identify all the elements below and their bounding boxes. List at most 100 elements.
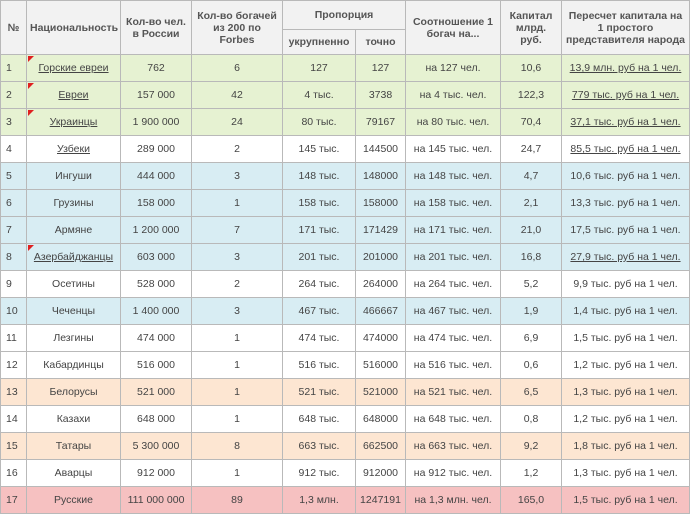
cell-ratio: на 264 тыс. чел. [405, 270, 501, 298]
cell-nationality-text[interactable]: Азербайджанцы [33, 251, 114, 263]
cell-capital: 1,9 [500, 297, 562, 325]
cell-per-capita-text[interactable]: 85,5 тыс. руб на 1 чел. [570, 143, 681, 155]
cell-nationality[interactable]: Украинцы [26, 108, 121, 136]
table-row: 3 Украинцы 1 900 000 24 80 тыс. 79167 на 80 ты… [0, 108, 690, 136]
cell-per-capita: 13,3 тыс. руб на 1 чел. [561, 189, 690, 217]
cell-ratio-text: на 145 тыс. чел. [413, 143, 493, 155]
cell-nationality[interactable]: Евреи [26, 81, 121, 109]
cell-ratio-text: на 171 тыс. чел. [413, 224, 493, 236]
cell-ratio-text: на 4 тыс. чел. [419, 89, 487, 101]
cell-prop-exact: 912000 [355, 459, 406, 487]
cell-per-capita-text[interactable]: 27,9 тыс. руб на 1 чел. [570, 251, 681, 263]
cell-num-text: 10 [6, 305, 18, 317]
cell-ratio: на 4 тыс. чел. [405, 81, 501, 109]
cell-rich-count: 1 [191, 189, 283, 217]
cell-per-capita-text[interactable]: 13,9 млн. руб на 1 чел. [569, 62, 682, 74]
cell-rich-count: 1 [191, 324, 283, 352]
cell-prop-exact-text: 912000 [362, 467, 399, 479]
cell-nationality[interactable]: Узбеки [26, 135, 121, 163]
header-per-capita: Пересчет капитала на 1 простого представ… [561, 0, 690, 55]
cell-per-capita-text: 13,3 тыс. руб на 1 чел. [570, 197, 681, 209]
cell-rich-count-text: 2 [234, 143, 240, 155]
cell-rich-count-text: 3 [234, 251, 240, 263]
cell-prop-rounded-text: 264 тыс. [298, 278, 340, 290]
cell-rich-count: 2 [191, 135, 283, 163]
cell-prop-rounded-text: 158 тыс. [298, 197, 340, 209]
table-row: 17 Русские 111 000 000 89 1,3 млн. 1247191 на … [0, 486, 690, 514]
cell-num-text: 7 [6, 224, 12, 236]
cell-num: 1 [0, 54, 27, 82]
cell-nationality-text[interactable]: Украинцы [49, 116, 98, 128]
cell-prop-exact-text: 264000 [362, 278, 399, 290]
comment-marker-icon [28, 83, 34, 89]
cell-ratio: на 158 тыс. чел. [405, 189, 501, 217]
cell-per-capita[interactable]: 779 тыс. руб на 1 чел. [561, 81, 690, 109]
cell-prop-rounded: 145 тыс. [282, 135, 356, 163]
cell-per-capita[interactable]: 27,9 тыс. руб на 1 чел. [561, 243, 690, 271]
cell-rich-count-text: 24 [231, 116, 243, 128]
cell-prop-rounded: 648 тыс. [282, 405, 356, 433]
cell-rich-count: 24 [191, 108, 283, 136]
cell-population: 648 000 [120, 405, 192, 433]
cell-nationality[interactable]: Азербайджанцы [26, 243, 121, 271]
cell-num-text: 17 [6, 494, 18, 506]
cell-ratio-text: на 648 тыс. чел. [413, 413, 493, 425]
cell-capital-text: 0,6 [523, 359, 539, 371]
cell-rich-count: 3 [191, 162, 283, 190]
cell-per-capita-text[interactable]: 37,1 тыс. руб на 1 чел. [570, 116, 681, 128]
cell-capital-text: 10,6 [520, 62, 542, 74]
cell-num: 3 [0, 108, 27, 136]
cell-nationality: Осетины [26, 270, 121, 298]
cell-prop-exact: 516000 [355, 351, 406, 379]
cell-prop-exact: 466667 [355, 297, 406, 325]
cell-prop-rounded: 912 тыс. [282, 459, 356, 487]
table-row: 2 Евреи 157 000 42 4 тыс. 3738 на 4 тыс. чел. 1… [0, 81, 690, 109]
cell-prop-rounded-text: 148 тыс. [298, 170, 340, 182]
cell-ratio: на 80 тыс. чел. [405, 108, 501, 136]
cell-ratio-text: на 516 тыс. чел. [413, 359, 493, 371]
cell-nationality[interactable]: Горские евреи [26, 54, 121, 82]
cell-population-text: 528 000 [137, 278, 175, 290]
cell-per-capita-text[interactable]: 779 тыс. руб на 1 чел. [571, 89, 680, 101]
table-row: 11 Лезгины 474 000 1 474 тыс. 474000 на 474 ты… [0, 324, 690, 352]
cell-num: 17 [0, 486, 27, 514]
header-prop-exact: точно [355, 29, 406, 55]
cell-prop-rounded-text: 80 тыс. [301, 116, 337, 128]
cell-capital-text: 6,9 [523, 332, 539, 344]
cell-capital: 0,6 [500, 351, 562, 379]
cell-nationality: Татары [26, 432, 121, 460]
cell-ratio-text: на 80 тыс. чел. [416, 116, 490, 128]
cell-capital-text: 21,0 [520, 224, 542, 236]
cell-nationality-text[interactable]: Евреи [58, 89, 89, 101]
cell-prop-exact: 158000 [355, 189, 406, 217]
cell-nationality-text[interactable]: Узбеки [57, 143, 90, 155]
cell-per-capita: 1,5 тыс. руб на 1 чел. [561, 324, 690, 352]
cell-nationality-text[interactable]: Горские евреи [38, 62, 109, 74]
cell-rich-count: 2 [191, 270, 283, 298]
cell-prop-exact: 79167 [355, 108, 406, 136]
cell-capital-text: 6,5 [523, 386, 539, 398]
cell-per-capita[interactable]: 85,5 тыс. руб на 1 чел. [561, 135, 690, 163]
cell-prop-exact: 474000 [355, 324, 406, 352]
cell-per-capita[interactable]: 37,1 тыс. руб на 1 чел. [561, 108, 690, 136]
table-row: 8 Азербайджанцы 603 000 3 201 тыс. 201000 на 2… [0, 243, 690, 271]
cell-rich-count-text: 2 [234, 278, 240, 290]
header-nationality: Национальность [26, 0, 121, 55]
cell-per-capita: 17,5 тыс. руб на 1 чел. [561, 216, 690, 244]
cell-capital: 1,2 [500, 459, 562, 487]
cell-population-text: 762 [147, 62, 165, 74]
cell-prop-rounded: 80 тыс. [282, 108, 356, 136]
cell-num-text: 13 [6, 386, 18, 398]
cell-prop-rounded: 467 тыс. [282, 297, 356, 325]
cell-prop-rounded: 516 тыс. [282, 351, 356, 379]
cell-ratio-text: на 264 тыс. чел. [413, 278, 493, 290]
cell-rich-count: 3 [191, 297, 283, 325]
cell-per-capita[interactable]: 13,9 млн. руб на 1 чел. [561, 54, 690, 82]
cell-population-text: 1 200 000 [132, 224, 180, 236]
cell-per-capita-text: 1,5 тыс. руб на 1 чел. [573, 494, 678, 506]
cell-per-capita-text: 1,2 тыс. руб на 1 чел. [573, 359, 678, 371]
cell-prop-exact: 144500 [355, 135, 406, 163]
cell-rich-count-text: 6 [234, 62, 240, 74]
cell-nationality-text: Ингуши [55, 170, 92, 182]
cell-prop-rounded: 521 тыс. [282, 378, 356, 406]
